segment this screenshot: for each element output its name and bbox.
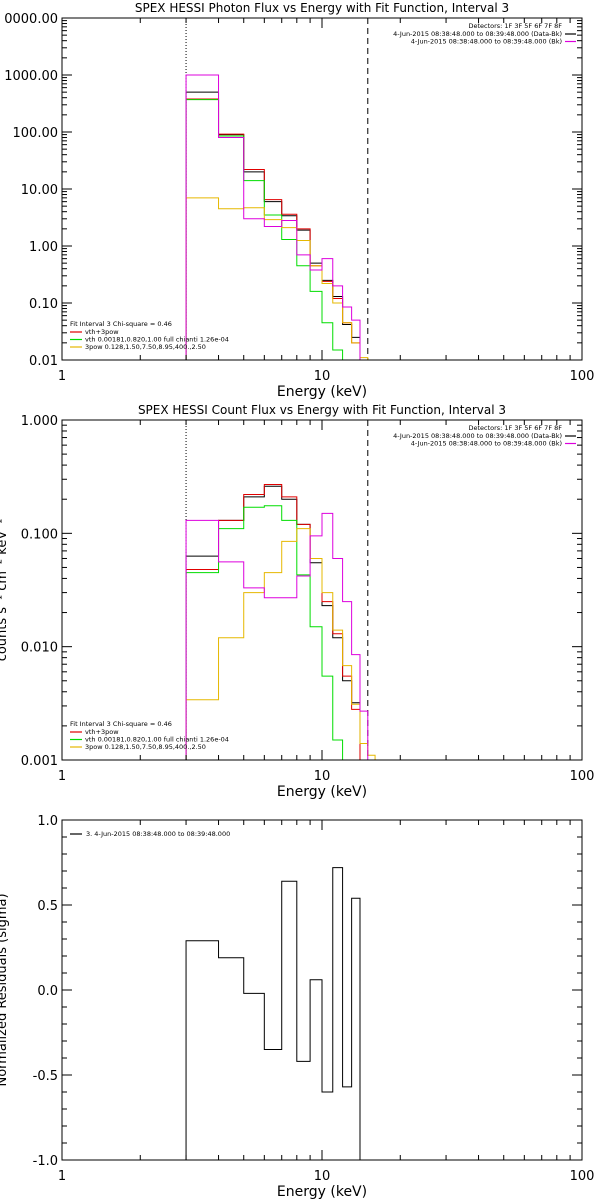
x-tick-label: 100	[570, 369, 595, 384]
chart-title: SPEX HESSI Count Flux vs Energy with Fit…	[138, 403, 506, 417]
y-tick-label: 0.100	[21, 527, 58, 542]
series-line-4	[185, 74, 361, 360]
count-flux-panel: 1 10 100 0.001 0.010 0.100 1.000 SPEX HESSI Cou…	[0, 403, 594, 800]
y-tick-label: 100.00	[13, 126, 59, 141]
x-axis-label: Energy (keV)	[277, 784, 367, 800]
x-tick-label: 100	[570, 1169, 595, 1184]
residual-legend: 3. 4-Jun-2015 08:38:48.000 to 08:39:48.0…	[70, 830, 230, 838]
data-legend-label: 4-Jun-2015 08:38:48.000 to 08:39:48.000 …	[393, 432, 562, 440]
y-tick-label: -0.5	[33, 1069, 58, 1084]
series-line-4	[185, 512, 369, 760]
x-tick-label: 1	[58, 769, 66, 784]
fit-legend: Fit Interval 3 Chi-square = 0.46vth+3pow…	[70, 320, 229, 351]
series-line-1	[185, 483, 361, 760]
chart-title: SPEX HESSI Photon Flux vs Energy with Fi…	[135, 1, 509, 15]
series-group	[185, 867, 361, 1160]
series-group	[185, 74, 376, 360]
y-tick-label: 0.10	[29, 297, 58, 312]
y-tick-label: 1.00	[29, 240, 58, 255]
data-legend-header: Detectors: 1F 3F 5F 6F 7F 8F	[468, 22, 562, 30]
fit-legend-label: vth 0.00181,0.820,1.00 full chianti 1.26…	[85, 736, 229, 744]
y-tick-label: 1.000	[21, 414, 58, 429]
residuals-panel: 1 10 100 -1.0 -0.5 0.0 0.5 1.0 Energy (keV) Norma…	[0, 814, 594, 1200]
residual-legend-label: 3. 4-Jun-2015 08:38:48.000 to 08:39:48.0…	[86, 830, 230, 838]
x-tick-label: 10	[314, 1169, 331, 1184]
series-line-1	[185, 98, 361, 360]
fit-legend-label: 3pow 0.128,1.50,7.50,8.95,400.,2.50	[85, 743, 206, 751]
x-axis-label: Energy (keV)	[277, 384, 367, 400]
y-tick-label: 0.010	[21, 641, 58, 656]
x-tick-label: 1	[58, 1169, 66, 1184]
y-axis-label: Normalized Residuals (sigma)	[0, 893, 10, 1086]
data-legend: Detectors: 1F 3F 5F 6F 7F 8F4-Jun-2015 0…	[393, 424, 576, 448]
x-tick-label: 10	[314, 769, 331, 784]
fit-legend: Fit Interval 3 Chi-square = 0.46vth+3pow…	[70, 720, 229, 751]
data-legend-label: 4-Jun-2015 08:38:48.000 to 08:39:48.000 …	[393, 30, 562, 38]
y-tick-label: 0.0	[37, 984, 58, 999]
y-axis-label: counts s⁻¹ cm⁻² keV⁻¹	[0, 519, 10, 662]
x-tick-label: 10	[314, 369, 331, 384]
x-axis-label: Energy (keV)	[277, 1184, 367, 1200]
data-legend-header: Detectors: 1F 3F 5F 6F 7F 8F	[468, 424, 562, 432]
series-line-2	[185, 505, 344, 760]
fit-legend-label: vth+3pow	[85, 328, 119, 336]
data-legend-label: 4-Jun-2015 08:38:48.000 to 08:39:48.000 …	[411, 440, 562, 448]
series-line-3	[185, 528, 376, 760]
series-line-2	[185, 99, 352, 360]
y-tick-label: 1000.00	[4, 69, 58, 84]
fit-legend-label: vth+3pow	[85, 728, 119, 736]
fit-legend-header: Fit Interval 3 Chi-square = 0.46	[70, 720, 172, 728]
fit-legend-label: vth 0.00181,0.820,1.00 full chianti 1.26…	[85, 336, 229, 344]
fit-legend-label: 3pow 0.128,1.50,7.50,8.95,400.,2.50	[85, 343, 206, 351]
y-tick-label: 1.0	[37, 814, 58, 829]
y-tick-label: -1.0	[33, 1154, 58, 1169]
fit-legend-header: Fit Interval 3 Chi-square = 0.46	[70, 320, 172, 328]
series-line-0	[185, 91, 361, 360]
data-legend: Detectors: 1F 3F 5F 6F 7F 8F4-Jun-2015 0…	[393, 22, 576, 46]
series-line-0	[185, 485, 361, 760]
y-tick-label: 10.00	[21, 183, 58, 198]
series-group	[185, 483, 376, 760]
y-tick-label: 0.01	[29, 354, 58, 369]
y-tick-label: 0000.00	[4, 12, 58, 27]
data-legend-label: 4-Jun-2015 08:38:48.000 to 08:39:48.000 …	[411, 38, 562, 46]
series-line-0	[185, 867, 361, 1160]
x-tick-label: 1	[58, 369, 66, 384]
photon-flux-panel: 1 10 100 0.01 0.10 1.00 10.00 100.00 1000.00 0000…	[4, 1, 594, 400]
x-tick-label: 100	[570, 769, 595, 784]
y-tick-label: 0.001	[21, 754, 58, 769]
y-tick-label: 0.5	[37, 899, 58, 914]
